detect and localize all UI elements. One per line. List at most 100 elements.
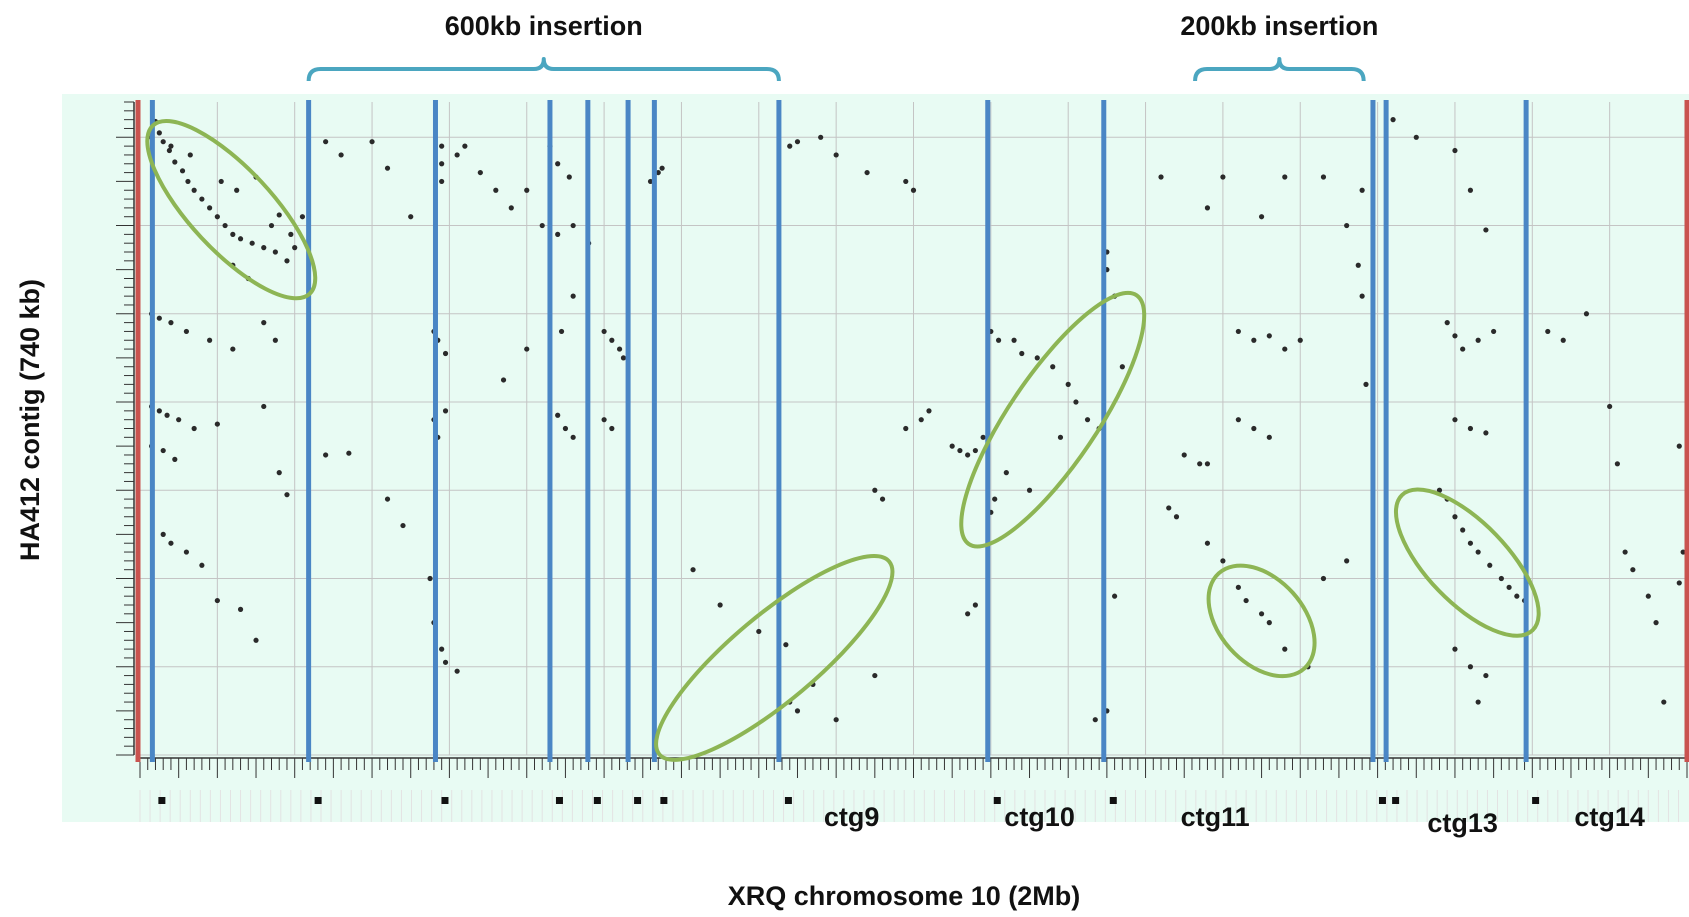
data-point <box>1491 328 1497 335</box>
data-point <box>156 315 162 321</box>
data-point <box>493 187 499 193</box>
data-point <box>690 567 696 573</box>
contig-start-marker <box>314 797 322 804</box>
data-point <box>1661 699 1667 705</box>
data-point <box>1282 646 1288 652</box>
data-point <box>1204 461 1211 467</box>
data-point <box>794 708 801 714</box>
data-point <box>160 447 166 454</box>
contig-start-marker <box>993 797 1001 804</box>
data-point <box>261 403 267 410</box>
data-point <box>1065 381 1071 387</box>
data-point <box>1011 337 1017 343</box>
data-point <box>1073 399 1079 405</box>
data-point <box>965 611 971 617</box>
data-point <box>1413 134 1419 140</box>
data-point <box>995 337 1002 343</box>
data-point <box>562 425 569 432</box>
data-point <box>1166 505 1172 511</box>
contig-label: ctg10 <box>1004 802 1075 832</box>
data-point <box>1243 597 1249 604</box>
data-point <box>185 178 191 185</box>
data-point <box>1026 487 1033 493</box>
contig-start-marker <box>660 797 668 804</box>
data-point <box>601 417 607 423</box>
data-point <box>237 236 244 242</box>
data-point <box>1320 174 1327 180</box>
data-point <box>1583 311 1590 317</box>
data-point <box>609 425 615 432</box>
data-point <box>1622 549 1628 555</box>
data-point <box>1653 620 1659 626</box>
data-point <box>787 143 793 149</box>
data-point <box>1363 381 1369 387</box>
data-point <box>555 412 561 418</box>
data-point <box>1475 699 1481 705</box>
data-point <box>338 152 344 158</box>
data-point <box>794 139 801 145</box>
data-point <box>1676 580 1682 586</box>
data-point <box>1560 337 1566 343</box>
data-point <box>1197 461 1203 467</box>
data-point <box>508 205 514 211</box>
data-point <box>272 249 278 255</box>
plot-background <box>62 94 1689 822</box>
data-point <box>1452 514 1458 520</box>
data-point <box>207 205 213 211</box>
data-point <box>1475 337 1481 343</box>
data-point <box>1119 364 1125 370</box>
data-point <box>160 531 166 537</box>
data-point <box>156 408 162 414</box>
data-point <box>439 178 445 185</box>
contig-start-marker <box>158 797 166 804</box>
data-point <box>555 231 561 237</box>
data-point <box>276 470 282 476</box>
data-point <box>1282 174 1288 180</box>
data-point <box>299 214 306 220</box>
data-point <box>1452 646 1458 652</box>
data-point <box>462 143 468 149</box>
data-point <box>1467 425 1474 432</box>
data-point <box>1266 434 1272 440</box>
y-axis-label: HA412 contig (740 kb) <box>15 279 45 561</box>
data-point <box>783 642 789 648</box>
data-point <box>903 425 909 432</box>
data-point <box>1251 337 1257 343</box>
data-point <box>756 628 762 635</box>
data-point <box>872 487 878 493</box>
data-point <box>647 178 654 185</box>
data-point <box>1084 417 1091 423</box>
contig-label: ctg13 <box>1427 808 1498 838</box>
data-point <box>539 222 545 229</box>
data-point <box>168 320 174 326</box>
data-point <box>439 143 445 149</box>
data-point <box>926 408 932 414</box>
data-point <box>292 245 298 251</box>
data-point <box>1452 417 1458 423</box>
data-point <box>566 174 572 180</box>
data-point <box>555 161 561 167</box>
data-point <box>442 408 449 414</box>
data-point <box>1467 540 1474 546</box>
marker-track <box>139 790 1679 822</box>
data-point <box>1390 117 1396 123</box>
x-axis-label: XRQ chromosome 10 (2Mb) <box>728 881 1081 911</box>
grid-lines <box>139 102 1688 756</box>
insertion-label: 200kb insertion <box>1180 11 1378 41</box>
data-point <box>172 159 178 165</box>
contig-start-marker <box>634 797 642 804</box>
data-point <box>1483 227 1489 233</box>
insertion-bracket <box>1193 57 1366 82</box>
data-point <box>214 597 220 604</box>
data-point <box>442 659 449 665</box>
data-point <box>1498 575 1504 582</box>
highlight-ellipse <box>1393 487 1541 638</box>
data-point <box>1680 549 1686 555</box>
data-point <box>408 214 414 220</box>
data-point <box>1158 174 1164 180</box>
data-point <box>717 602 723 608</box>
data-point <box>237 606 244 612</box>
data-point <box>570 222 576 229</box>
data-point <box>818 134 824 140</box>
data-point <box>1344 222 1350 229</box>
